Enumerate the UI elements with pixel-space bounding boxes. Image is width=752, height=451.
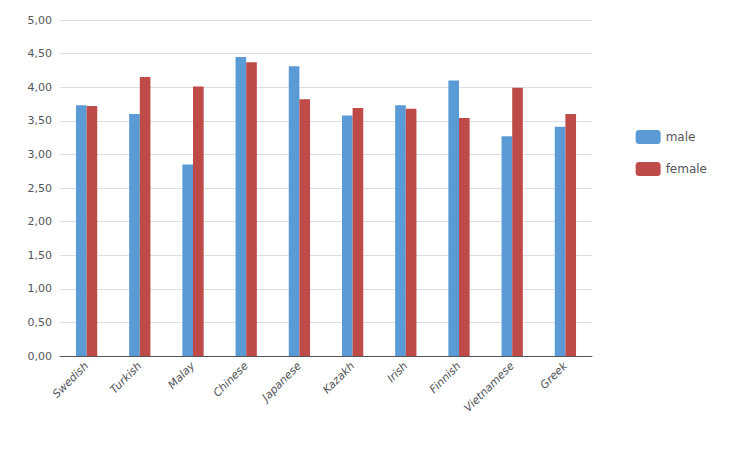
svg-text:3,00: 3,00	[28, 148, 53, 161]
svg-text:Finnish: Finnish	[427, 359, 464, 396]
svg-text:1,50: 1,50	[28, 249, 53, 262]
svg-text:Irish: Irish	[385, 359, 411, 385]
svg-text:2,50: 2,50	[28, 182, 53, 195]
svg-text:Chinese: Chinese	[211, 359, 251, 399]
svg-text:Vietnamese: Vietnamese	[461, 359, 517, 415]
svg-text:2,00: 2,00	[28, 215, 53, 228]
svg-text:3,50: 3,50	[28, 114, 53, 127]
svg-text:Malay: Malay	[165, 359, 198, 392]
svg-text:1,00: 1,00	[28, 282, 53, 295]
svg-text:Swedish: Swedish	[50, 359, 91, 400]
svg-text:Kazakh: Kazakh	[320, 359, 357, 396]
svg-text:4,50: 4,50	[28, 47, 53, 60]
svg-text:0,50: 0,50	[28, 316, 53, 329]
svg-text:0,00: 0,00	[28, 350, 53, 363]
svg-text:5,00: 5,00	[28, 14, 53, 27]
svg-text:Turkish: Turkish	[107, 359, 144, 396]
svg-text:female: female	[666, 162, 707, 176]
svg-text:Greek: Greek	[538, 359, 571, 392]
svg-text:4,00: 4,00	[28, 81, 53, 94]
svg-text:Japanese: Japanese	[258, 359, 304, 405]
svg-text:male: male	[666, 130, 696, 144]
